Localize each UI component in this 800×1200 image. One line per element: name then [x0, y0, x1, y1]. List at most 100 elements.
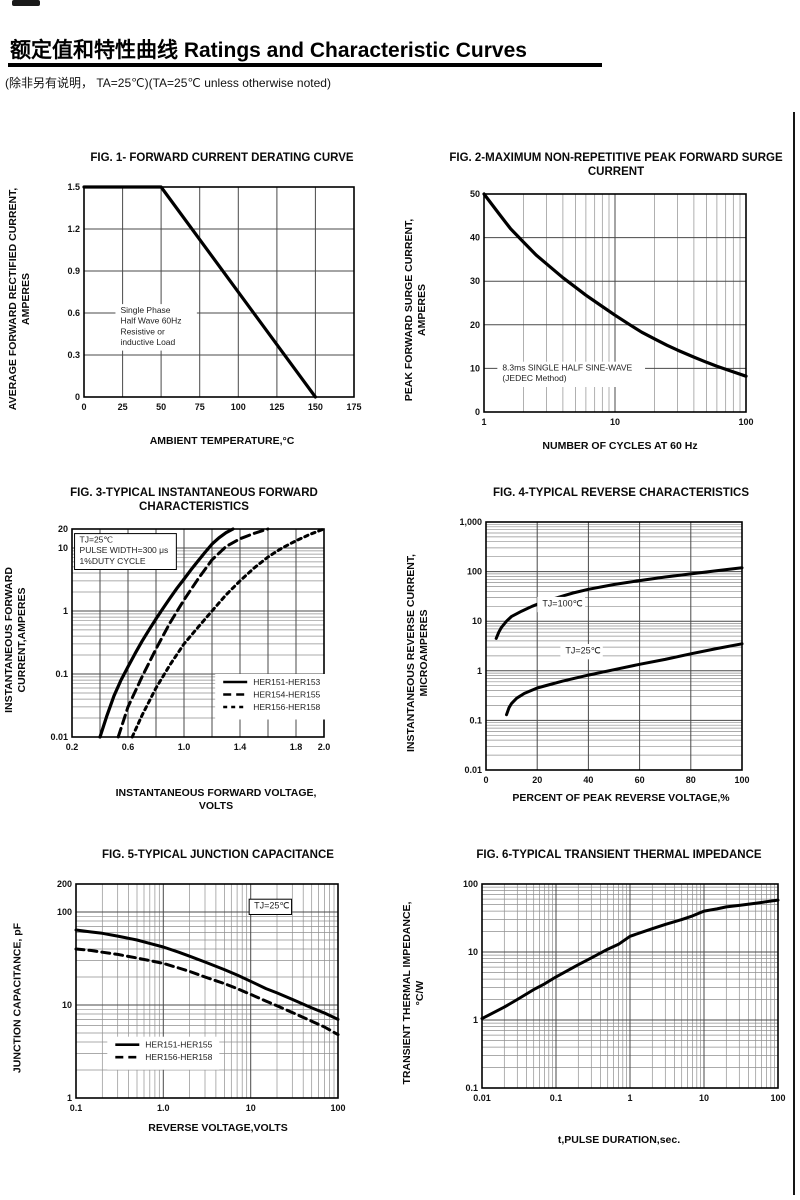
fig5-y-axis-label: JUNCTION CAPACITANCE, pF	[11, 922, 24, 1073]
svg-text:0.6: 0.6	[67, 308, 80, 318]
svg-text:TJ=25℃: TJ=25℃	[565, 645, 600, 655]
svg-text:PULSE WIDTH=300 μs: PULSE WIDTH=300 μs	[80, 545, 169, 555]
svg-text:0.1: 0.1	[70, 1103, 83, 1113]
page-right-border	[793, 112, 795, 1195]
svg-text:10: 10	[610, 417, 620, 427]
svg-text:10: 10	[58, 543, 68, 553]
svg-text:50: 50	[156, 402, 166, 412]
fig4-y-axis-label: INSTANTANEOUS REVERSE CURRENT, MICROAMPE…	[404, 553, 430, 752]
fig2-plot: 1 10 100 0 10 20 30 40 50 8.3ms SINGLE HALF SINE-…	[446, 186, 758, 439]
svg-text:1,000: 1,000	[459, 517, 482, 527]
svg-text:HER156-HER158: HER156-HER158	[145, 1052, 212, 1062]
svg-text:20: 20	[532, 775, 542, 785]
svg-text:20: 20	[58, 524, 68, 534]
fig1-y-axis-label: AVERAGE FORWARD RECTIFIED CURRENT, AMPER…	[6, 187, 32, 411]
svg-text:1: 1	[481, 417, 486, 427]
svg-text:0.6: 0.6	[122, 742, 135, 752]
svg-text:0: 0	[75, 392, 80, 402]
svg-text:1: 1	[67, 1093, 72, 1103]
svg-text:10: 10	[472, 616, 482, 626]
svg-text:1.8: 1.8	[290, 742, 303, 752]
svg-text:HER154-HER155: HER154-HER155	[253, 689, 320, 699]
svg-text:0: 0	[483, 775, 488, 785]
fig6-x-axis-label: t,PULSE DURATION,sec.	[557, 1133, 681, 1146]
figure-1: FIG. 1- FORWARD CURRENT DERATING CURVE A…	[6, 152, 398, 448]
svg-text:10: 10	[62, 1000, 72, 1010]
fig4-x-axis-label: PERCENT OF PEAK REVERSE VOLTAGE,%	[512, 791, 730, 804]
fig6-plot: 0.01 0.1 1 10 100 100 10 1 0.1	[444, 876, 790, 1115]
svg-text:inductive Load: inductive Load	[120, 337, 175, 347]
svg-text:125: 125	[269, 402, 284, 412]
fig5-plot: 0.1 1.0 10 100 200 100 10 1 TJ=25℃ HER151-HER155 H…	[38, 876, 350, 1125]
svg-text:100: 100	[738, 417, 753, 427]
fig1-title: FIG. 1- FORWARD CURRENT DERATING CURVE	[90, 152, 354, 164]
svg-text:50: 50	[470, 189, 480, 199]
svg-text:175: 175	[346, 402, 361, 412]
svg-text:80: 80	[686, 775, 696, 785]
svg-text:1%DUTY CYCLE: 1%DUTY CYCLE	[80, 555, 146, 565]
svg-text:1.5: 1.5	[67, 182, 80, 192]
svg-text:100: 100	[734, 775, 749, 785]
svg-text:25: 25	[118, 402, 128, 412]
fig2-y-axis-label: PEAK FORWARD SURGE CURRENT, AMPERES	[402, 218, 428, 401]
figure-2: FIG. 2-MAXIMUM NON-REPETITIVE PEAK FORWA…	[402, 152, 794, 453]
fig6-title: FIG. 6-TYPICAL TRANSIENT THERMAL IMPEDAN…	[476, 849, 762, 861]
svg-text:1.0: 1.0	[178, 742, 191, 752]
svg-text:0.1: 0.1	[55, 669, 68, 679]
svg-text:0.3: 0.3	[67, 350, 80, 360]
svg-text:TJ=100℃: TJ=100℃	[542, 598, 582, 608]
fig3-title: FIG. 3-TYPICAL INSTANTANEOUS FORWARD CHA…	[70, 487, 318, 513]
svg-text:150: 150	[308, 402, 323, 412]
svg-text:HER151-HER155: HER151-HER155	[145, 1040, 212, 1050]
fig2-x-axis-label: NUMBER OF CYCLES AT 60 Hz	[542, 439, 698, 452]
svg-text:0.1: 0.1	[550, 1093, 563, 1103]
fig5-title: FIG. 5-TYPICAL JUNCTION CAPACITANCE	[102, 849, 334, 861]
svg-text:8.3ms SINGLE HALF SINE-WAVE: 8.3ms SINGLE HALF SINE-WAVE	[502, 362, 632, 372]
svg-text:100: 100	[57, 907, 72, 917]
svg-text:0.1: 0.1	[465, 1083, 478, 1093]
svg-text:1: 1	[627, 1093, 632, 1103]
svg-text:Single Phase: Single Phase	[120, 305, 170, 315]
svg-text:100: 100	[463, 879, 478, 889]
svg-text:0.01: 0.01	[473, 1093, 491, 1103]
svg-text:75: 75	[195, 402, 205, 412]
svg-text:(JEDEC Method): (JEDEC Method)	[502, 373, 566, 383]
figure-6: FIG. 6-TYPICAL TRANSIENT THERMAL IMPEDAN…	[400, 849, 794, 1147]
svg-text:0.01: 0.01	[464, 765, 482, 775]
svg-text:100: 100	[330, 1103, 345, 1113]
svg-text:0.9: 0.9	[67, 266, 80, 276]
svg-text:10: 10	[699, 1093, 709, 1103]
fig3-x-axis-label: INSTANTANEOUS FORWARD VOLTAGE, VOLTS	[115, 786, 317, 812]
svg-text:1: 1	[473, 1015, 478, 1025]
figure-3: FIG. 3-TYPICAL INSTANTANEOUS FORWARD CHA…	[3, 487, 398, 813]
svg-text:20: 20	[470, 319, 480, 329]
page-subtitle: (除非另有说明， TA=25℃)(TA=25℃ unless otherwise…	[5, 76, 331, 90]
svg-text:0.1: 0.1	[469, 715, 482, 725]
svg-text:1.4: 1.4	[234, 742, 247, 752]
fig6-y-axis-label: TRANSIENT THERMAL IMPEDANCE, °C/W	[400, 901, 426, 1085]
svg-text:30: 30	[470, 276, 480, 286]
svg-text:1: 1	[63, 606, 68, 616]
fig3-plot: 0.2 0.6 1.0 1.4 1.8 2.0 20 10 1 0.1 0.01 TJ=25℃ PULS…	[34, 521, 336, 764]
svg-text:10: 10	[470, 363, 480, 373]
svg-text:1: 1	[477, 666, 482, 676]
svg-text:0.01: 0.01	[50, 732, 68, 742]
fig1-x-axis-label: AMBIENT TEMPERATURE,°C	[149, 434, 295, 447]
svg-text:40: 40	[470, 232, 480, 242]
figure-4: FIG. 4-TYPICAL REVERSE CHARACTERISTICS I…	[402, 487, 794, 805]
fig1-plot: 0 25 50 75 100 125 150 175 0 0.3 0.6 0.9 1.2 1.5 Singl…	[46, 179, 366, 424]
svg-text:Half Wave 60Hz: Half Wave 60Hz	[120, 315, 181, 325]
svg-text:100: 100	[231, 402, 246, 412]
title-underline	[8, 63, 602, 67]
svg-text:10: 10	[468, 947, 478, 957]
fig4-plot: 0 20 40 60 80 100 1,000 100 10 1 0.1 0.01 TJ=100℃ TJ=…	[448, 514, 754, 797]
svg-text:0.2: 0.2	[66, 742, 79, 752]
page-title: 额定值和特性曲线 Ratings and Characteristic Curv…	[10, 39, 527, 62]
figure-5: FIG. 5-TYPICAL JUNCTION CAPACITANCE JUNC…	[6, 849, 398, 1135]
svg-text:1.2: 1.2	[67, 224, 80, 234]
svg-text:1.0: 1.0	[157, 1103, 170, 1113]
svg-text:40: 40	[583, 775, 593, 785]
fig5-x-axis-label: REVERSE VOLTAGE,VOLTS	[148, 1121, 288, 1134]
scan-smudge	[12, 0, 40, 6]
